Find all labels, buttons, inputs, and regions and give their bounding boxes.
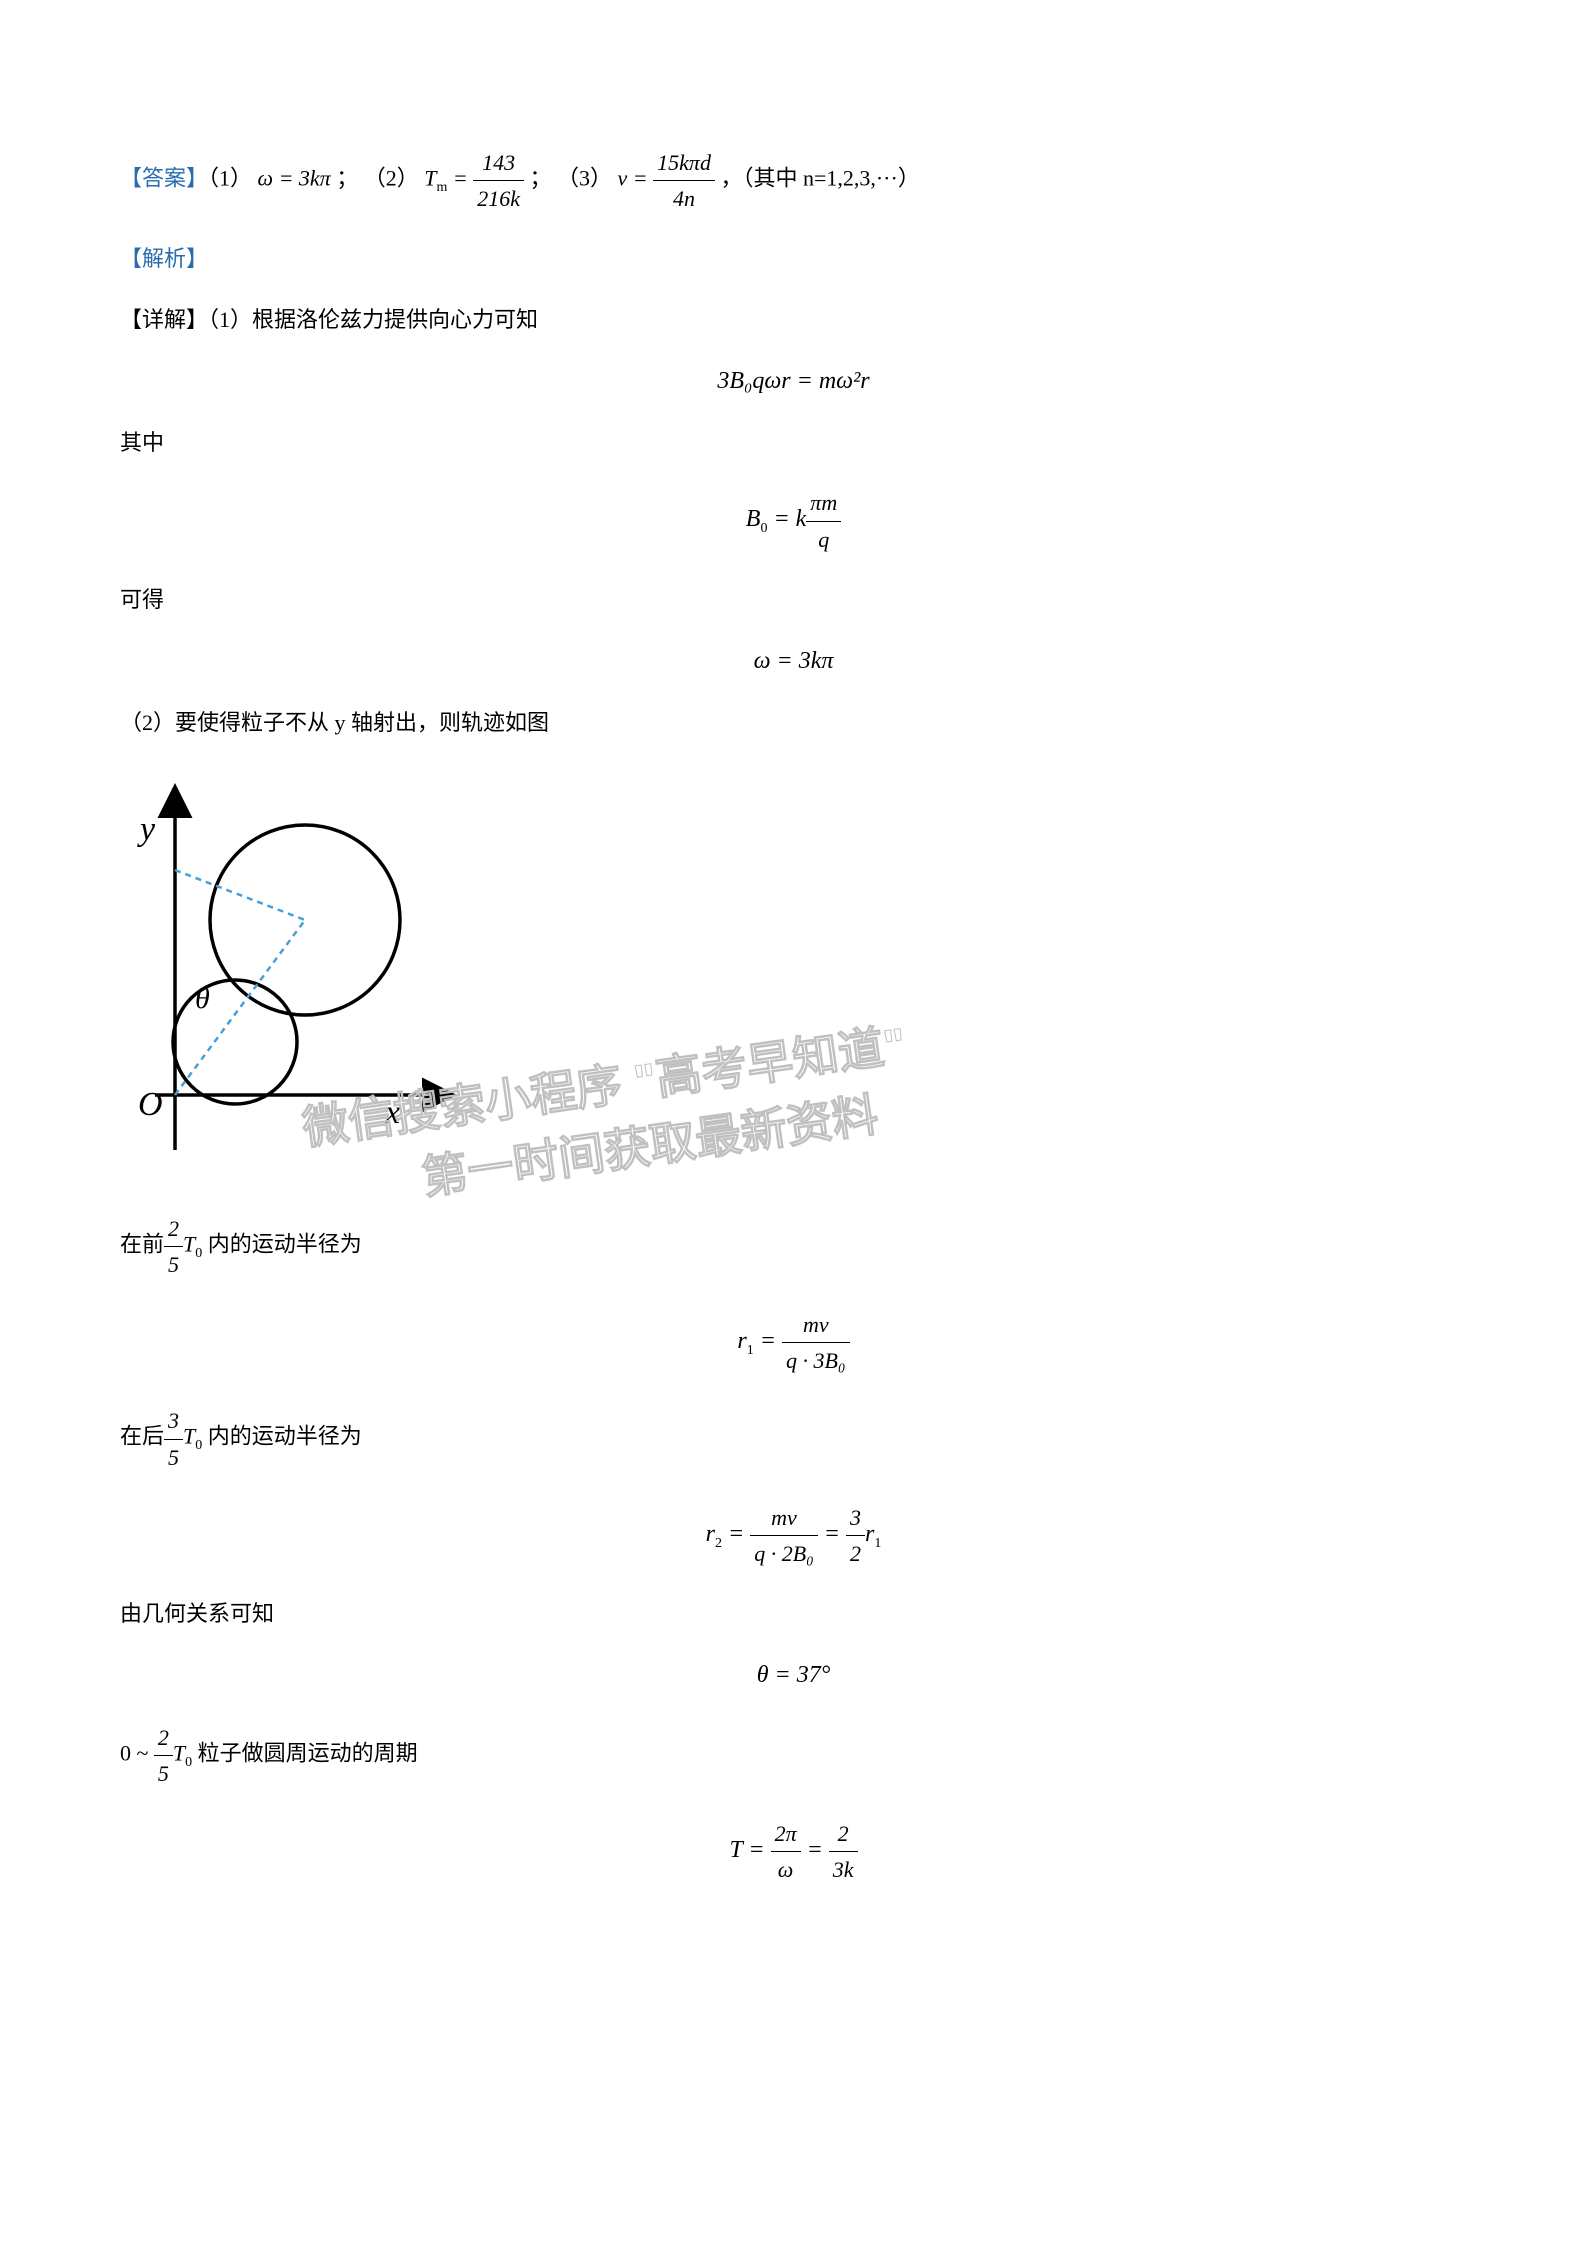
answer-label: 【答案】 xyxy=(120,166,208,191)
answer-part3-mid: = xyxy=(627,166,653,191)
svg-text:y: y xyxy=(137,811,156,848)
svg-text:O: O xyxy=(138,1086,163,1123)
equation-3: ω = 3kπ xyxy=(120,642,1467,680)
answer-part2-prefix: （2） xyxy=(364,166,419,191)
answer-part3-var: v xyxy=(618,166,628,191)
equation-6: θ = 37° xyxy=(120,1656,1467,1694)
answer-part2-var: T xyxy=(424,166,436,191)
equation-2: B0 = kπmq xyxy=(120,485,1467,556)
text-before-eq5: 在后35T0 内的运动半径为 xyxy=(120,1403,1467,1474)
svg-text:θ: θ xyxy=(195,982,210,1015)
trajectory-diagram: θ y x O 微信搜索小程序 "高考早知道" 第一时间获取最新资料 xyxy=(120,770,1467,1180)
answer-part1-prefix: （1） xyxy=(208,166,252,191)
answer-suffix: ，（其中 n=1,2,3,···） xyxy=(720,166,919,191)
diagram-svg: θ y x O xyxy=(120,770,470,1170)
text-qizhong: 其中 xyxy=(120,425,1467,460)
equation-1: 3B₀qωr = mω²r xyxy=(120,362,1467,400)
text-geometry: 由几何关系可知 xyxy=(120,1596,1467,1631)
text-before-eq4: 在前25T0 内的运动半径为 xyxy=(120,1211,1467,1282)
text-kede: 可得 xyxy=(120,582,1467,617)
svg-text:x: x xyxy=(384,1094,400,1131)
answer-part3-frac: 15kπd4n xyxy=(653,145,715,216)
analysis-label-row: 【解析】 xyxy=(120,241,1467,276)
equation-4: r1 = mvq · 3B₀ xyxy=(120,1307,1467,1378)
answer-part2-mid: = xyxy=(447,166,473,191)
answer-part2-frac: 143216k xyxy=(473,145,524,216)
answer-part3-prefix: （3） xyxy=(557,166,612,191)
answer-part1-eq: ω = 3kπ xyxy=(258,166,331,191)
analysis-label: 【解析】 xyxy=(120,246,208,271)
equation-5: r2 = mvq · 2B₀ = 32r1 xyxy=(120,1500,1467,1571)
equation-7: T = 2πω = 23k xyxy=(120,1816,1467,1887)
detail-label: 【详解】（1）根据洛伦兹力提供向心力可知 xyxy=(120,302,1467,337)
text-before-eq7: 0 ~ 25T0 粒子做圆周运动的周期 xyxy=(120,1720,1467,1791)
answer-part2-sub: m xyxy=(436,180,447,195)
answer-line: 【答案】（1） ω = 3kπ ； （2） Tm = 143216k ； （3）… xyxy=(120,145,1467,216)
sep1: ； xyxy=(336,166,358,191)
watermark-line2: 第一时间获取最新资料 xyxy=(417,1079,883,1216)
part2-text: （2）要使得粒子不从 y 轴射出，则轨迹如图 xyxy=(120,705,1467,740)
sep2: ； xyxy=(530,166,552,191)
